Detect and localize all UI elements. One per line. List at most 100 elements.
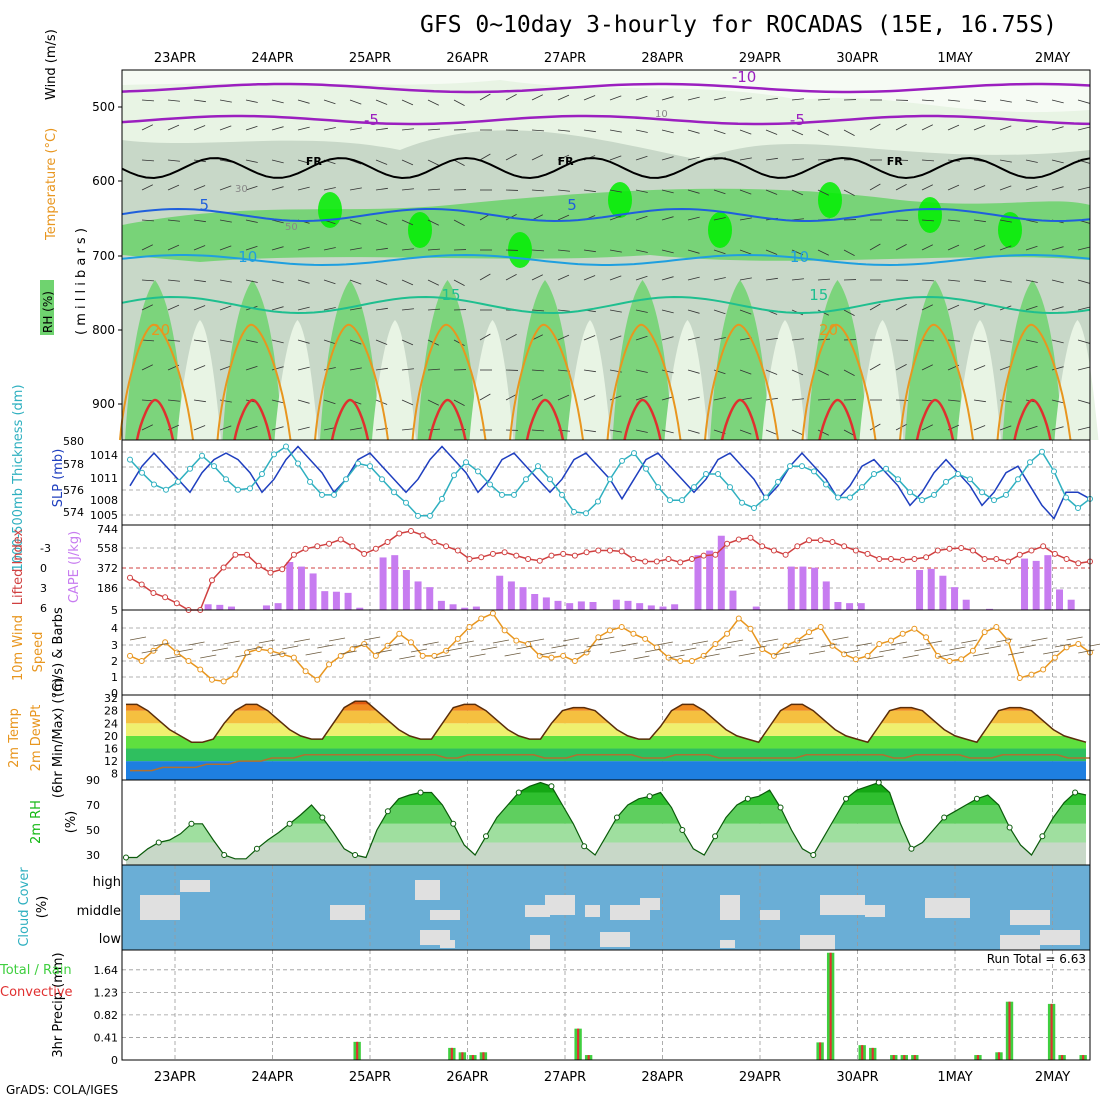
- upper-wind-barb: [531, 129, 544, 132]
- cape-bar: [752, 606, 760, 610]
- lifted-index-line-marker: [770, 547, 777, 554]
- cape-bar: [356, 607, 364, 610]
- upper-wind-barb: [505, 394, 517, 401]
- wind-barb: [516, 645, 533, 650]
- cape-bar: [519, 587, 527, 610]
- bottom-date-label: 29APR: [739, 1070, 781, 1085]
- upper-wind-barb: [531, 274, 543, 281]
- rh2m-marker: [908, 845, 915, 852]
- upper-wind-barb: [219, 185, 232, 191]
- wind-speed-line-marker: [361, 641, 368, 647]
- cape-bar: [414, 581, 422, 610]
- wind-speed-line-marker: [958, 656, 965, 663]
- precip-convective-bar: [976, 1055, 979, 1060]
- lifted-index-line-marker: [876, 556, 883, 562]
- upper-wind-barb: [635, 155, 648, 161]
- temp-contour-20: [314, 323, 389, 441]
- temp-ylabel-1: 2m Temp: [7, 708, 22, 768]
- upper-wind-barb: [635, 215, 648, 221]
- upper-wind-barb: [609, 95, 622, 101]
- thickness-tick-label: 578: [63, 458, 84, 471]
- upper-wind-barb: [895, 124, 907, 131]
- bottom-date-label: 25APR: [349, 1070, 391, 1085]
- wind-speed-line-marker: [852, 656, 859, 663]
- pressure-tick-label: 500: [92, 100, 115, 114]
- temp-contour-label: -5: [364, 111, 379, 129]
- top-date-label: 1MAY: [937, 51, 972, 66]
- wind-speed-line-marker: [489, 610, 496, 617]
- lifted-index-line-marker: [162, 594, 169, 601]
- upper-wind-barb: [635, 429, 648, 433]
- temp-contour-label: 5: [199, 196, 209, 214]
- upper-wind-barb: [921, 364, 933, 371]
- thickness-line-marker: [511, 491, 517, 498]
- upper-wind-barb: [999, 159, 1012, 163]
- upper-wind-barb: [167, 99, 180, 102]
- thickness-line-marker: [775, 478, 781, 485]
- precip-convective-bar: [892, 1055, 895, 1060]
- lifted-index-line-marker: [279, 566, 286, 573]
- wind-barb: [586, 643, 603, 648]
- upper-wind-barb: [1051, 159, 1064, 164]
- lifted-index-line-marker: [384, 539, 391, 545]
- upper-wind-barb: [427, 279, 439, 286]
- wind-speed-line-marker: [864, 652, 871, 659]
- wind-barb: [750, 645, 767, 650]
- upper-wind-barb: [1051, 279, 1064, 284]
- upper-wind-barb: [297, 306, 310, 311]
- rh2m-marker: [515, 789, 522, 796]
- upper-wind-barb: [817, 249, 829, 256]
- thickness-line-marker: [283, 443, 289, 450]
- upper-wind-barb: [245, 365, 258, 371]
- cloud-patch: [1010, 910, 1050, 925]
- wind-speed-line-marker: [607, 627, 613, 634]
- upper-wind-barb: [973, 245, 986, 251]
- lifted-index-ylabel-group: Lifted Index: [11, 528, 26, 605]
- upper-wind-barb: [323, 127, 336, 131]
- wind-speed-line-marker: [1063, 644, 1070, 651]
- wind-barb: [434, 654, 451, 659]
- wind-speed-line-marker: [349, 646, 356, 653]
- upper-wind-barb: [895, 244, 907, 251]
- wind-speed-line-marker: [185, 658, 192, 664]
- rh2m-marker: [744, 795, 751, 802]
- wind-barb: [481, 646, 498, 651]
- upper-wind-barb: [323, 399, 336, 405]
- upper-wind-barb: [1077, 366, 1090, 371]
- wind-barb: [691, 640, 709, 645]
- upper-wind-barb: [557, 334, 570, 341]
- upper-wind-barb: [245, 245, 258, 251]
- lifted-index-line-marker: [267, 569, 274, 576]
- upper-wind-barb: [167, 339, 180, 342]
- upper-wind-barb: [973, 339, 986, 343]
- upper-wind-barb: [635, 189, 648, 193]
- wind-speed-line-marker: [887, 637, 894, 644]
- lifted-index-line-marker: [501, 549, 508, 556]
- thickness-line-marker: [367, 463, 373, 470]
- upper-wind-barb: [921, 219, 934, 222]
- rh2m-marker: [613, 814, 620, 821]
- upper-wind-barb: [843, 429, 855, 436]
- wind-speed-line-marker: [208, 676, 215, 683]
- upper-wind-barb: [1077, 339, 1090, 344]
- temp-contour-25: [330, 398, 370, 441]
- bottom-date-label: 28APR: [641, 1070, 683, 1085]
- rh-saturated-spot: [818, 182, 842, 218]
- thickness-tick-label: 574: [63, 506, 84, 519]
- upper-wind-barb: [427, 159, 439, 166]
- upper-wind-barb: [323, 367, 336, 371]
- upper-wind-barb: [817, 158, 830, 161]
- rh-very-dry-area: [122, 70, 1090, 113]
- upper-wind-barb: [791, 98, 804, 101]
- rh2m-marker: [286, 820, 293, 827]
- rh-diurnal-plume: [417, 280, 478, 440]
- upper-wind-barb: [869, 363, 881, 371]
- thickness-line-marker: [391, 489, 397, 496]
- cape-bar: [204, 604, 212, 610]
- bottom-date-label: 27APR: [544, 1070, 586, 1085]
- lifted-index-line-marker: [396, 530, 403, 537]
- wind-barb: [1066, 636, 1083, 641]
- wind-speed-line-marker: [220, 678, 227, 685]
- wind-barb: [867, 655, 884, 660]
